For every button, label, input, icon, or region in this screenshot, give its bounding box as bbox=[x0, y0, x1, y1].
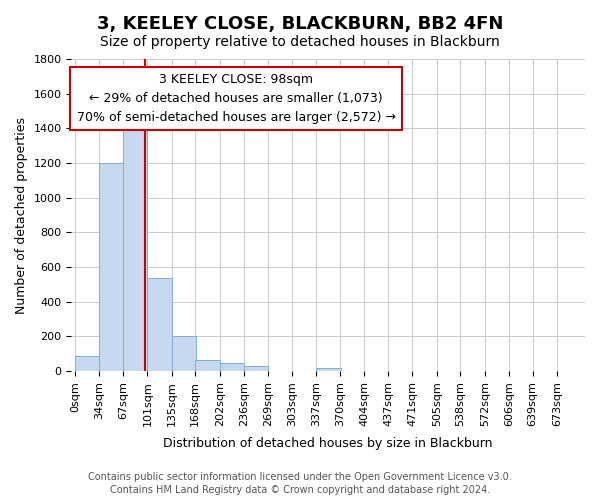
Text: Contains public sector information licensed under the Open Government Licence v3: Contains public sector information licen… bbox=[88, 472, 512, 482]
Bar bbox=[123, 118, 148, 371]
Text: 3 KEELEY CLOSE: 98sqm
← 29% of detached houses are smaller (1,073)
70% of semi-d: 3 KEELEY CLOSE: 98sqm ← 29% of detached … bbox=[77, 73, 395, 124]
Text: Contains HM Land Registry data © Crown copyright and database right 2024.: Contains HM Land Registry data © Crown c… bbox=[110, 485, 490, 495]
Bar bbox=[75, 356, 100, 371]
Bar bbox=[196, 360, 220, 371]
Bar bbox=[220, 363, 244, 371]
Bar bbox=[172, 336, 196, 371]
Text: 3, KEELEY CLOSE, BLACKBURN, BB2 4FN: 3, KEELEY CLOSE, BLACKBURN, BB2 4FN bbox=[97, 15, 503, 33]
Bar bbox=[148, 278, 172, 371]
Y-axis label: Number of detached properties: Number of detached properties bbox=[15, 116, 28, 314]
Bar bbox=[316, 368, 341, 371]
Bar bbox=[100, 163, 124, 371]
X-axis label: Distribution of detached houses by size in Blackburn: Distribution of detached houses by size … bbox=[163, 437, 493, 450]
Text: Size of property relative to detached houses in Blackburn: Size of property relative to detached ho… bbox=[100, 35, 500, 49]
Bar bbox=[244, 366, 268, 371]
